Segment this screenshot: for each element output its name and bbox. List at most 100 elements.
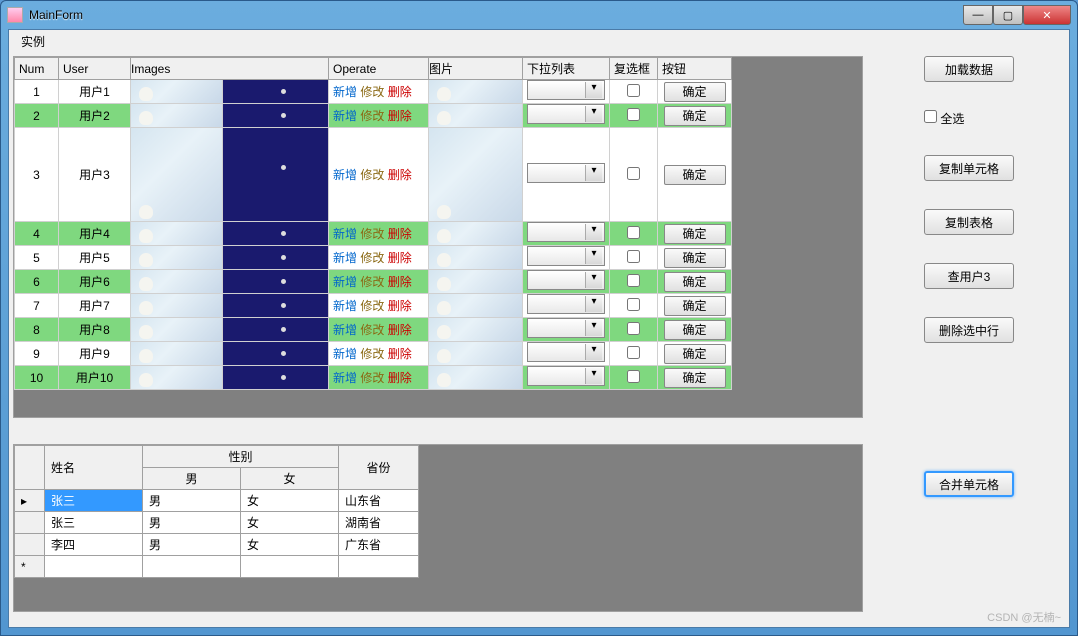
cell-image1[interactable] [131,342,223,366]
row-checkbox[interactable] [627,298,640,311]
cell-image1[interactable] [131,80,223,104]
edit-link[interactable]: 修改 [360,275,384,289]
cell-pic[interactable] [429,342,523,366]
cell-image1[interactable] [131,128,223,222]
delete-link[interactable]: 删除 [388,371,412,385]
cell-male[interactable] [143,556,241,578]
secondary-grid[interactable]: 姓名 性别 省份 男 女 ▸张三男女山东省张三男女湖南省李四男女广东省* [14,445,419,578]
row-checkbox[interactable] [627,167,640,180]
table-row[interactable]: 4用户4新增 修改 删除确定 [15,222,732,246]
row-checkbox[interactable] [627,274,640,287]
cell-pic[interactable] [429,104,523,128]
main-grid[interactable]: Num User Images Operate 图片 下拉列表 复选框 按钮 1… [14,57,732,390]
confirm-button[interactable]: 确定 [664,368,726,388]
row-header[interactable] [15,512,45,534]
delete-link[interactable]: 删除 [388,347,412,361]
cell-user[interactable]: 用户5 [59,246,131,270]
cell-province[interactable]: 湖南省 [339,512,419,534]
col-header-pic[interactable]: 图片 [429,58,523,80]
edit-link[interactable]: 修改 [360,323,384,337]
add-link[interactable]: 新增 [333,227,357,241]
add-link[interactable]: 新增 [333,168,357,182]
table-row[interactable]: 2用户2新增 修改 删除确定 [15,104,732,128]
table-row[interactable]: 3用户3新增 修改 删除确定 [15,128,732,222]
cell-pic[interactable] [429,318,523,342]
confirm-button[interactable]: 确定 [664,320,726,340]
edit-link[interactable]: 修改 [360,347,384,361]
table-row[interactable]: 7用户7新增 修改 删除确定 [15,294,732,318]
row-checkbox[interactable] [627,250,640,263]
add-link[interactable]: 新增 [333,299,357,313]
cell-province[interactable] [339,556,419,578]
cell-pic[interactable] [429,366,523,390]
copy-cell-button[interactable]: 复制单元格 [924,155,1014,181]
confirm-button[interactable]: 确定 [664,344,726,364]
row-checkbox[interactable] [627,322,640,335]
dropdown[interactable] [527,294,605,314]
delete-link[interactable]: 删除 [388,109,412,123]
load-data-button[interactable]: 加载数据 [924,56,1014,82]
cell-image2[interactable] [223,366,329,390]
confirm-button[interactable]: 确定 [664,224,726,244]
cell-pic[interactable] [429,270,523,294]
confirm-button[interactable]: 确定 [664,272,726,292]
dropdown[interactable] [527,163,605,183]
add-link[interactable]: 新增 [333,371,357,385]
cell-image2[interactable] [223,318,329,342]
delete-link[interactable]: 删除 [388,85,412,99]
table-row[interactable]: 6用户6新增 修改 删除确定 [15,270,732,294]
cell-image1[interactable] [131,366,223,390]
cell-num[interactable]: 3 [15,128,59,222]
cell-user[interactable]: 用户9 [59,342,131,366]
select-all-input[interactable] [924,110,937,123]
cell-male[interactable]: 男 [143,534,241,556]
table-row[interactable]: 张三男女湖南省 [15,512,419,534]
add-link[interactable]: 新增 [333,323,357,337]
dropdown[interactable] [527,80,605,100]
edit-link[interactable]: 修改 [360,168,384,182]
table-row[interactable]: ▸张三男女山东省 [15,490,419,512]
col-header-province[interactable]: 省份 [339,446,419,490]
col-header-user[interactable]: User [59,58,131,80]
cell-female[interactable] [241,556,339,578]
row-checkbox[interactable] [627,84,640,97]
row-checkbox[interactable] [627,346,640,359]
col-header-female[interactable]: 女 [241,468,339,490]
cell-province[interactable]: 广东省 [339,534,419,556]
dropdown[interactable] [527,366,605,386]
dropdown[interactable] [527,222,605,242]
cell-image2[interactable] [223,342,329,366]
cell-user[interactable]: 用户4 [59,222,131,246]
col-header-name[interactable]: 姓名 [45,446,143,490]
col-header-dropdown[interactable]: 下拉列表 [523,58,610,80]
cell-num[interactable]: 2 [15,104,59,128]
edit-link[interactable]: 修改 [360,109,384,123]
dropdown[interactable] [527,342,605,362]
col-header-male[interactable]: 男 [143,468,241,490]
row-header[interactable]: * [15,556,45,578]
table-row[interactable]: 李四男女广东省 [15,534,419,556]
merge-cells-button[interactable]: 合并单元格 [924,471,1014,497]
col-header-images[interactable]: Images [131,58,329,80]
minimize-button[interactable]: — [963,5,993,25]
dropdown[interactable] [527,246,605,266]
cell-image2[interactable] [223,294,329,318]
delete-selected-button[interactable]: 删除选中行 [924,317,1014,343]
confirm-button[interactable]: 确定 [664,106,726,126]
cell-name[interactable] [45,556,143,578]
confirm-button[interactable]: 确定 [664,165,726,185]
cell-user[interactable]: 用户7 [59,294,131,318]
confirm-button[interactable]: 确定 [664,296,726,316]
cell-image2[interactable] [223,222,329,246]
new-row[interactable]: * [15,556,419,578]
select-all-checkbox[interactable]: 全选 [924,110,1014,127]
confirm-button[interactable]: 确定 [664,248,726,268]
cell-image1[interactable] [131,222,223,246]
edit-link[interactable]: 修改 [360,251,384,265]
cell-image1[interactable] [131,246,223,270]
cell-image1[interactable] [131,104,223,128]
row-checkbox[interactable] [627,108,640,121]
cell-num[interactable]: 1 [15,80,59,104]
edit-link[interactable]: 修改 [360,85,384,99]
cell-num[interactable]: 7 [15,294,59,318]
